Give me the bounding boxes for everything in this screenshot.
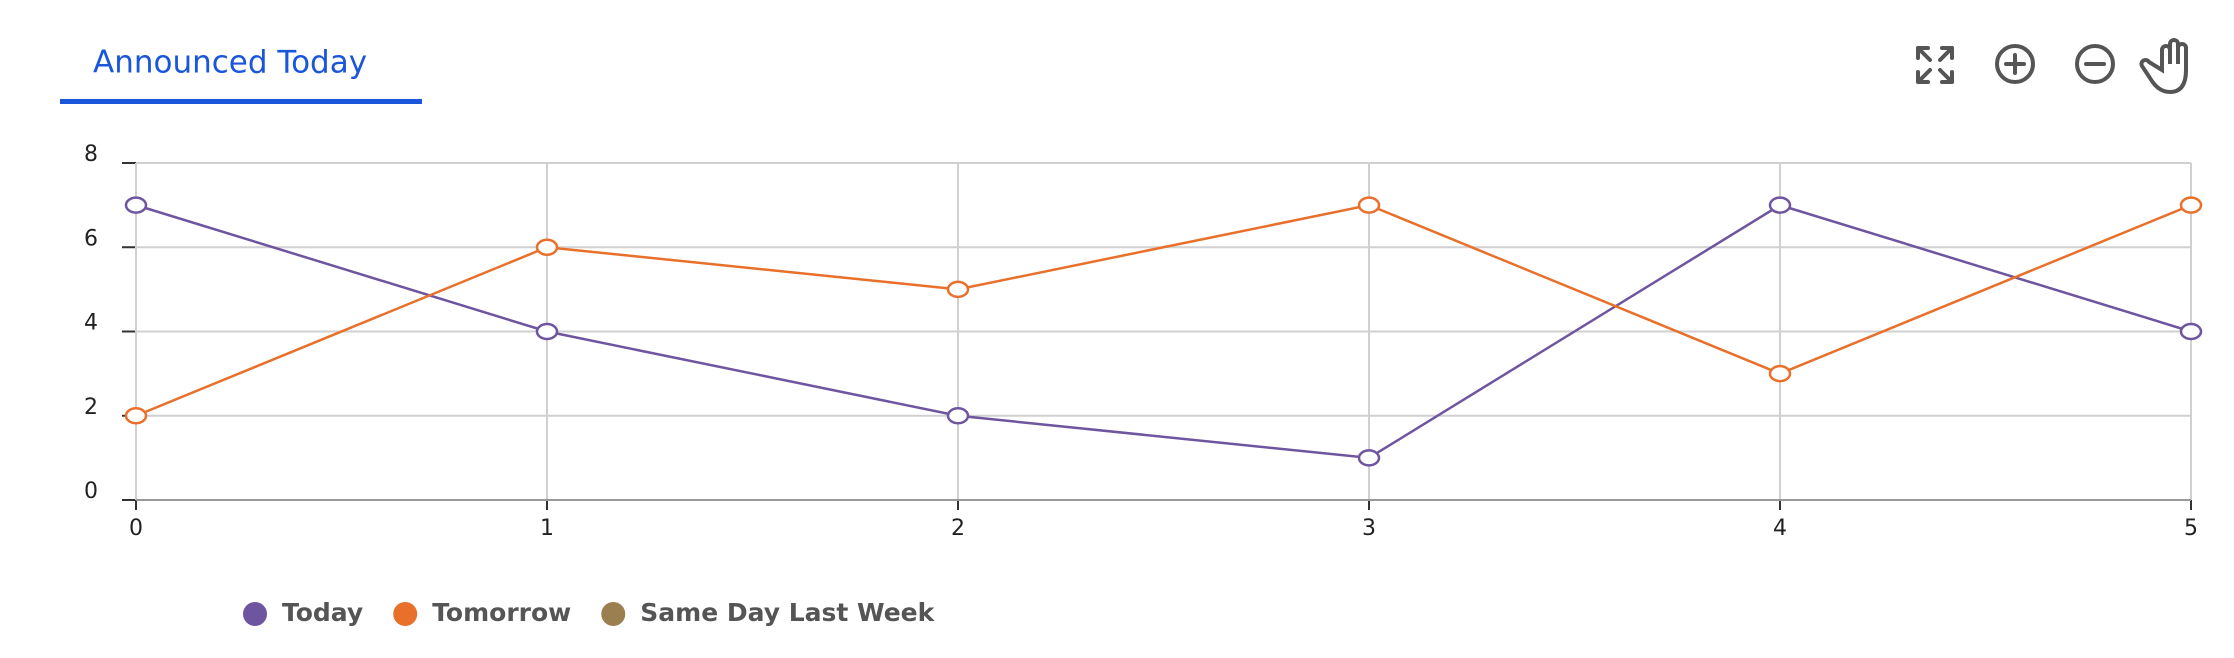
series-line — [135, 203, 2192, 417]
zoom-in-icon[interactable] — [1995, 44, 2035, 84]
tab-label[interactable]: Announced Today — [93, 45, 367, 81]
data-point — [535, 238, 559, 256]
fullscreen-icon[interactable] — [1916, 46, 1954, 84]
data-point — [946, 407, 970, 425]
data-point — [1357, 449, 1381, 467]
x-tick-label: 0 — [129, 516, 143, 541]
legend-label: Today — [282, 598, 363, 627]
x-tick-label: 5 — [2184, 516, 2198, 541]
series-line — [135, 203, 2192, 460]
y-tick-label: 2 — [84, 395, 98, 420]
data-point — [946, 280, 970, 299]
y-tick-label: 6 — [84, 226, 98, 251]
x-tick-label: 1 — [540, 516, 554, 541]
data-point — [1768, 364, 1792, 383]
x-tick-label: 4 — [1773, 516, 1787, 541]
data-point — [535, 322, 559, 341]
data-point — [124, 407, 148, 425]
zoom-out-icon[interactable] — [2075, 44, 2115, 84]
legend-label: Tomorrow — [432, 598, 571, 627]
data-point — [2179, 196, 2203, 214]
data-point — [2179, 322, 2203, 341]
toolbar — [1916, 38, 2188, 95]
data-point — [124, 196, 148, 214]
data-point — [1357, 196, 1381, 214]
x-tick-label: 2 — [951, 516, 965, 541]
legend-swatch — [243, 602, 267, 626]
legend-swatch — [393, 602, 418, 626]
x-tick-label: 3 — [1362, 516, 1376, 541]
tab-underline — [60, 99, 422, 104]
y-tick-label: 8 — [84, 142, 98, 167]
legend-swatch — [601, 602, 626, 626]
y-tick-label: 4 — [84, 311, 98, 336]
legend-label: Same Day Last Week — [640, 598, 935, 627]
pan-icon[interactable] — [2139, 38, 2188, 95]
y-tick-label: 0 — [84, 479, 98, 504]
data-point — [1768, 196, 1792, 214]
